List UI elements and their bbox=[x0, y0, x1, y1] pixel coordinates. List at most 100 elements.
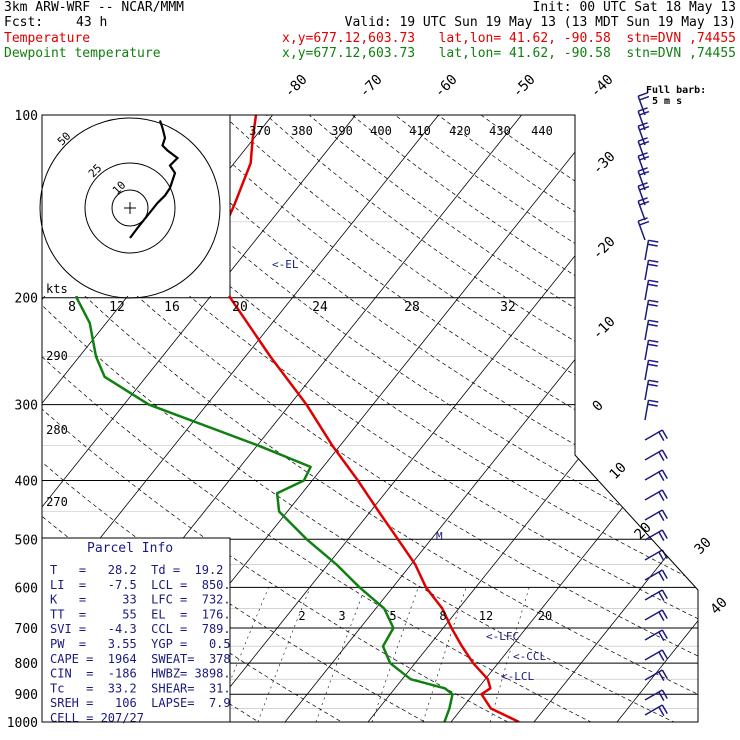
level-marker-ccl: <-CCL bbox=[513, 650, 546, 663]
wind-barb bbox=[644, 399, 659, 421]
temperature-legend: Temperature bbox=[4, 31, 91, 46]
hodograph-kts-label: kts bbox=[46, 282, 68, 296]
speed-tick-12: 12 bbox=[109, 300, 125, 315]
dry-adiabat bbox=[222, 115, 698, 722]
dry-adiabat bbox=[42, 115, 365, 722]
wind-barb bbox=[644, 299, 659, 321]
wind-barb bbox=[644, 529, 668, 542]
temp-tick-10: 10 bbox=[607, 460, 630, 483]
wind-barb bbox=[637, 122, 650, 146]
dry-adiabat bbox=[42, 115, 698, 722]
fcst-value: 43 h bbox=[76, 15, 108, 30]
fcst-label: Fcst: bbox=[4, 15, 44, 30]
wind-barb bbox=[637, 107, 650, 131]
wind-barb bbox=[644, 359, 659, 381]
wind-barb bbox=[644, 689, 668, 702]
pressure-label-400: 400 bbox=[15, 474, 38, 489]
speed-tick-28: 28 bbox=[404, 300, 420, 315]
wind-barb bbox=[644, 259, 659, 281]
parcel-info-row: PW = 3.55 YGP = 0.5 bbox=[50, 637, 231, 651]
wind-barb bbox=[637, 217, 650, 241]
isotherm bbox=[201, 115, 688, 722]
temp-tick--30: -30 bbox=[590, 149, 619, 178]
parcel-info-row: K = 33 LFC = 732. bbox=[50, 593, 231, 607]
theta-label-400: 400 bbox=[370, 124, 392, 138]
wind-barb bbox=[644, 509, 668, 522]
parcel-info-panel bbox=[41, 537, 231, 723]
hodograph-ring-25 bbox=[84, 162, 176, 254]
pressure-label-600: 600 bbox=[15, 581, 38, 596]
temp-tick--20: -20 bbox=[590, 234, 619, 263]
level-marker-m: M bbox=[436, 530, 443, 543]
theta-left-label-280: 280 bbox=[46, 423, 68, 437]
mixing-ratio-label-2: 2 bbox=[298, 609, 305, 623]
wind-barb bbox=[644, 279, 659, 301]
theta-label-410: 410 bbox=[409, 124, 431, 138]
temp-tick--60: -60 bbox=[432, 72, 461, 101]
mixing-ratio-label-12: 12 bbox=[479, 609, 493, 623]
wind-barb bbox=[644, 319, 659, 341]
temperature-profile bbox=[217, 115, 520, 722]
wind-barb bbox=[644, 569, 668, 582]
dry-adiabat bbox=[308, 115, 698, 722]
pressure-label-1000: 1000 bbox=[7, 716, 38, 731]
speed-tick-16: 16 bbox=[164, 300, 180, 315]
theta-label-380: 380 bbox=[291, 124, 313, 138]
theta-left-label-290: 290 bbox=[46, 349, 68, 363]
wind-barb bbox=[644, 239, 659, 261]
valid-time: Valid: 19 UTC Sun 19 May 13 (13 MDT Sun … bbox=[344, 15, 736, 30]
temp-tick--70: -70 bbox=[357, 72, 386, 101]
header: 3km ARW-WRF -- NCAR/MMM Init: 00 UTC Sat… bbox=[4, 0, 736, 64]
pressure-label-800: 800 bbox=[15, 657, 38, 672]
parcel-info-row: T = 28.2 Td = 19.2 bbox=[50, 563, 223, 577]
level-marker-lcl: <-LCL bbox=[501, 670, 534, 683]
dry-adiabat bbox=[42, 115, 533, 722]
mixing-ratio-line bbox=[315, 587, 366, 722]
wind-barb bbox=[644, 649, 668, 662]
wind-barb bbox=[637, 137, 650, 161]
temperature-location: x,y=677.12,603.73 lat,lon= 41.62, -90.58… bbox=[282, 31, 736, 46]
pressure-label-300: 300 bbox=[15, 399, 38, 414]
wind-barb bbox=[644, 704, 668, 717]
theta-label-370: 370 bbox=[249, 124, 271, 138]
pressure-label-200: 200 bbox=[15, 292, 38, 307]
wind-barb bbox=[644, 669, 668, 682]
parcel-info-row: CIN = -186 HWBZ= 3898. bbox=[50, 667, 231, 681]
dry-adiabat bbox=[42, 115, 698, 722]
parcel-info-row: SVI = -4.3 CCL = 789. bbox=[50, 622, 231, 636]
parcel-info-title: Parcel Info bbox=[87, 541, 173, 556]
mixing-ratio-line bbox=[257, 587, 311, 722]
wind-barb bbox=[637, 182, 650, 206]
mixing-ratio-label-20: 20 bbox=[538, 609, 552, 623]
isotherm bbox=[700, 115, 740, 722]
wind-barb bbox=[637, 167, 650, 191]
wind-barb bbox=[644, 379, 659, 401]
wind-barb bbox=[644, 629, 668, 642]
wind-barb bbox=[644, 609, 668, 622]
mixing-ratio-line bbox=[422, 587, 467, 722]
speed-tick-20: 20 bbox=[232, 300, 248, 315]
temp-tick--10: -10 bbox=[590, 314, 619, 343]
wind-barb-legend-title: Full barb: bbox=[646, 85, 706, 96]
level-marker-el: <-EL bbox=[272, 258, 299, 271]
temp-tick-40: 40 bbox=[708, 595, 731, 618]
parcel-info-row: SREH = 106 LAPSE= 7.9 bbox=[50, 696, 231, 710]
speed-tick-8: 8 bbox=[68, 300, 76, 315]
theta-label-420: 420 bbox=[449, 124, 471, 138]
mixing-ratio-line bbox=[489, 587, 530, 722]
hodograph-origin bbox=[124, 202, 136, 214]
wind-barb bbox=[644, 449, 668, 462]
temp-tick--80: -80 bbox=[282, 72, 311, 101]
dewpoint-legend: Dewpoint temperature bbox=[4, 46, 161, 61]
theta-label-440: 440 bbox=[531, 124, 553, 138]
hodograph-ring-10 bbox=[111, 189, 149, 227]
dry-adiabat bbox=[179, 115, 698, 722]
dry-adiabat bbox=[42, 115, 617, 722]
dry-adiabat bbox=[93, 115, 698, 722]
theta-left-label-270: 270 bbox=[46, 495, 68, 509]
temp-tick-0: 0 bbox=[590, 398, 607, 415]
speed-tick-32: 32 bbox=[500, 300, 516, 315]
chart-frame bbox=[41, 114, 699, 723]
temp-tick--50: -50 bbox=[510, 72, 539, 101]
